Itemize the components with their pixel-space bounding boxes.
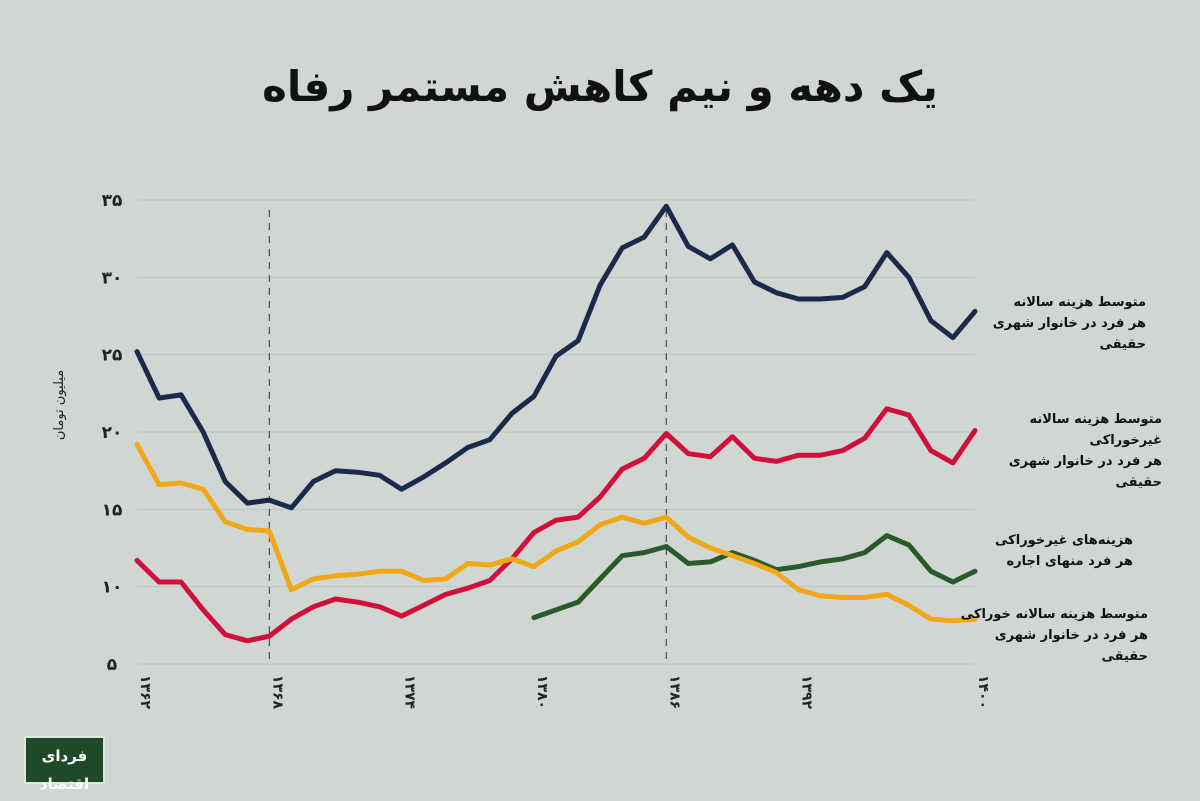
page-title: یک دهه و نیم کاهش مستمر رفاه [262, 62, 938, 111]
y-tick-label: ۵ [107, 655, 117, 675]
series-label-line: هر فرد در خانوار شهری حقیقی [1008, 454, 1162, 490]
x-tick-label: ۱۳۸۶ [666, 675, 682, 709]
series-label-nonfood: متوسط هزینه سالانه غیرخوراکی هر فرد در خ… [962, 409, 1162, 493]
y-tick-label: ۳۰ [102, 268, 123, 288]
series-line [134, 203, 978, 511]
series-label-line: متوسط هزینه سالانه خوراکی [960, 607, 1148, 622]
brand-logo: فردای اقتصاد [24, 736, 105, 793]
series-label-line: هر فرد در خانوار شهری حقیقی [992, 316, 1146, 352]
y-axis-label: میلیون تومان [52, 370, 67, 440]
series-label-total: متوسط هزینه سالانه هر فرد در خانوار شهری… [946, 292, 1146, 355]
x-tick-label: ۱۳۶۲ [137, 675, 153, 710]
series-label-nonfood-minus-rent: هزینه‌های غیرخوراکی هر فرد منهای اجاره [933, 530, 1133, 572]
series-label-line: متوسط هزینه سالانه غیرخوراکی [1029, 412, 1162, 448]
tick-layer: ۵ ۱۰ ۱۵ ۲۰ ۲۵ ۳۰ ۳۵ ۱۳۶۲ ۱۳۶۸ ۱۳۷۴ ۱۳۸۰ ۱۳۸۶ ۱۳۹۲ ۱۴۰… [102, 191, 991, 710]
series-line [134, 441, 978, 624]
y-tick-label: ۲۰ [102, 423, 123, 443]
y-tick-label: ۱۵ [102, 500, 123, 520]
series-line [134, 406, 978, 644]
series-line [531, 533, 978, 621]
y-tick-label: ۳۵ [102, 191, 123, 211]
series-label-food: متوسط هزینه سالانه خوراکی هر فرد در خانو… [948, 604, 1148, 667]
logo-text: فردای اقتصاد [39, 747, 90, 793]
series-label-line: هر فرد منهای اجاره [1006, 554, 1133, 569]
x-tick-label: ۱۳۸۰ [534, 675, 550, 709]
series-label-line: متوسط هزینه سالانه [1013, 295, 1146, 310]
y-tick-label: ۲۵ [102, 346, 123, 366]
grid-layer [137, 199, 975, 665]
series-label-line: هزینه‌های غیرخوراکی [995, 533, 1133, 548]
x-tick-label: ۱۴۰۰ [975, 675, 991, 709]
series-label-line: هر فرد در خانوار شهری حقیقی [994, 628, 1148, 664]
x-tick-label: ۱۳۶۸ [269, 675, 285, 710]
x-tick-label: ۱۳۷۴ [402, 675, 418, 710]
y-tick-label: ۱۰ [102, 578, 123, 598]
series-layer [134, 203, 978, 644]
x-tick-label: ۱۳۹۲ [799, 675, 815, 710]
